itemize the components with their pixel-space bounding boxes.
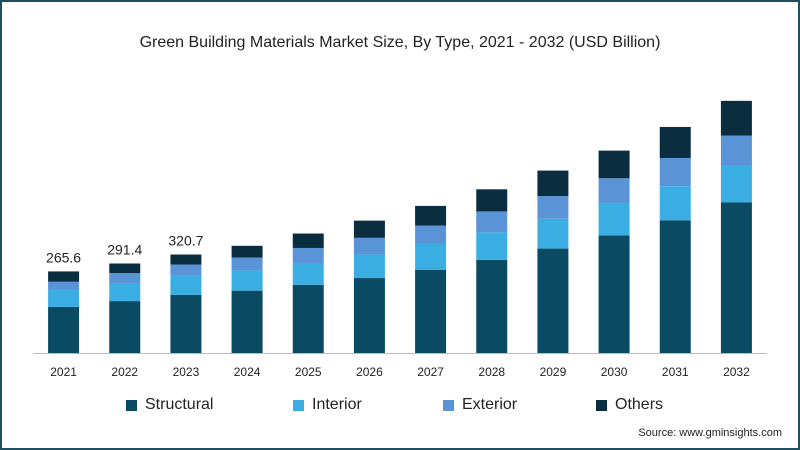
bar-exterior-2026 [353,237,385,255]
bar-interior-2031 [659,186,691,221]
bar-exterior-2023 [170,264,202,276]
bar-structural-2026 [353,278,385,353]
x-tick-label-2029: 2029 [540,365,567,379]
bar-others-2024 [231,245,263,258]
bar-others-2029 [537,170,569,197]
bar-interior-2030 [598,203,630,236]
bar-others-2031 [659,126,691,158]
data-label-2023: 320.7 [168,233,203,249]
data-label-2022: 291.4 [107,242,142,258]
bar-structural-2024 [231,290,263,353]
x-tick-label-2030: 2030 [601,365,628,379]
x-tick-label-2024: 2024 [234,365,261,379]
x-tick-label-2023: 2023 [173,365,200,379]
bar-exterior-2024 [231,257,263,271]
legend-swatch-structural [126,399,137,411]
bar-structural-2030 [598,235,630,353]
bar-interior-2025 [292,263,324,285]
bar-exterior-2027 [415,225,447,244]
bar-interior-2021 [48,290,80,307]
x-tick-label-2025: 2025 [295,365,322,379]
bar-interior-2032 [720,165,752,203]
bar-structural-2027 [415,269,447,353]
bar-others-2023 [170,254,202,265]
bar-exterior-2021 [48,281,80,291]
legend-swatch-others [596,399,607,411]
bar-exterior-2029 [537,196,569,219]
x-tick-label-2028: 2028 [478,365,505,379]
legend-swatch-exterior [443,399,454,411]
legend: Structural Interior Exterior Others [0,395,800,415]
chart-title: Green Building Materials Market Size, By… [139,34,661,51]
bar-others-2027 [415,205,447,226]
x-tick-label-2026: 2026 [356,365,383,379]
bar-exterior-2022 [109,273,141,284]
bar-structural-2029 [537,248,569,353]
source-note: Source: www.gminsights.com [638,427,782,439]
legend-swatch-interior [293,399,304,411]
bar-structural-2032 [720,202,752,353]
bar-exterior-2025 [292,247,324,264]
data-label-2021: 265.6 [46,249,81,265]
bar-interior-2028 [476,232,508,260]
bar-interior-2023 [170,275,202,295]
bar-structural-2022 [109,301,141,353]
bar-others-2028 [476,189,508,212]
bar-others-2022 [109,263,141,274]
bar-structural-2025 [292,284,324,353]
x-tick-label-2027: 2027 [417,365,444,379]
bar-interior-2024 [231,270,263,291]
bar-structural-2031 [659,220,691,353]
bar-exterior-2031 [659,157,691,187]
bar-structural-2028 [476,259,508,353]
bar-others-2032 [720,100,752,136]
legend-item-others: Others [596,395,663,415]
legend-item-structural: Structural [126,395,213,415]
bar-structural-2023 [170,294,202,353]
x-tick-label-2031: 2031 [662,365,689,379]
bar-interior-2026 [353,254,385,279]
legend-label-exterior: Exterior [462,396,518,413]
bar-others-2030 [598,150,630,179]
bar-interior-2022 [109,283,141,302]
x-tick-label-2021: 2021 [50,365,77,379]
bar-exterior-2032 [720,135,752,166]
legend-label-others: Others [615,396,664,413]
bar-exterior-2028 [476,211,508,233]
x-tick-label-2032: 2032 [723,365,750,379]
bar-exterior-2030 [598,178,630,204]
legend-label-structural: Structural [145,396,214,413]
legend-item-interior: Interior [293,395,362,415]
bar-others-2025 [292,233,324,248]
x-tick-label-2022: 2022 [111,365,138,379]
legend-item-exterior: Exterior [443,395,517,415]
bar-interior-2029 [537,218,569,249]
bar-interior-2027 [415,243,447,270]
bar-others-2026 [353,220,385,238]
legend-label-interior: Interior [312,396,362,413]
bar-structural-2021 [48,306,80,353]
bar-others-2021 [48,271,80,282]
